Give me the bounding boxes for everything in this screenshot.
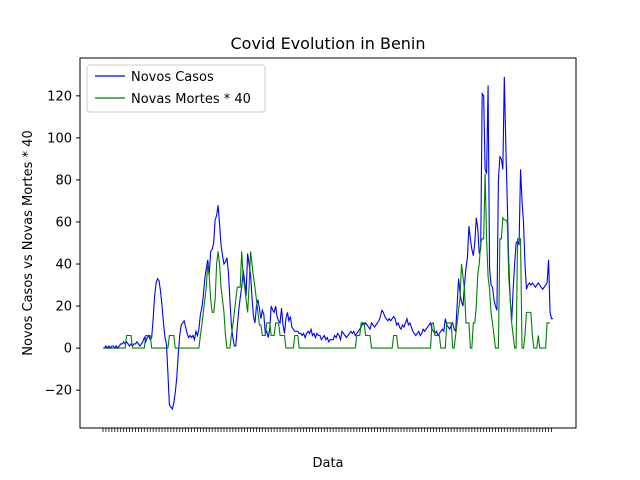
y-tick-label: 60 [55,215,72,230]
legend-label-novos-casos: Novos Casos [131,70,214,85]
y-tick-label: 80 [55,173,72,188]
y-axis-label: Novos Casos vs Novas Mortes * 40 [21,130,36,355]
y-tick-label: −20 [45,384,72,399]
chart-title: Covid Evolution in Benin [230,34,425,53]
x-axis-label: Data [312,456,343,471]
series-line-novas-mortes [103,173,551,349]
y-tick-label: 100 [47,131,72,146]
y-tick-label: 20 [55,300,72,315]
y-axis: −20 0 20 40 60 80 100 120 [45,89,80,399]
y-tick-label: 120 [47,89,72,104]
legend: Novos Casos Novas Mortes * 40 [86,64,266,113]
x-axis [102,428,552,432]
y-tick-label: 40 [55,258,72,273]
series-line-novos-casos [103,76,553,411]
y-tick-label: 0 [64,342,72,357]
plot-frame [79,57,577,429]
legend-box [86,64,266,113]
legend-label-novas-mortes: Novas Mortes * 40 [131,92,251,107]
